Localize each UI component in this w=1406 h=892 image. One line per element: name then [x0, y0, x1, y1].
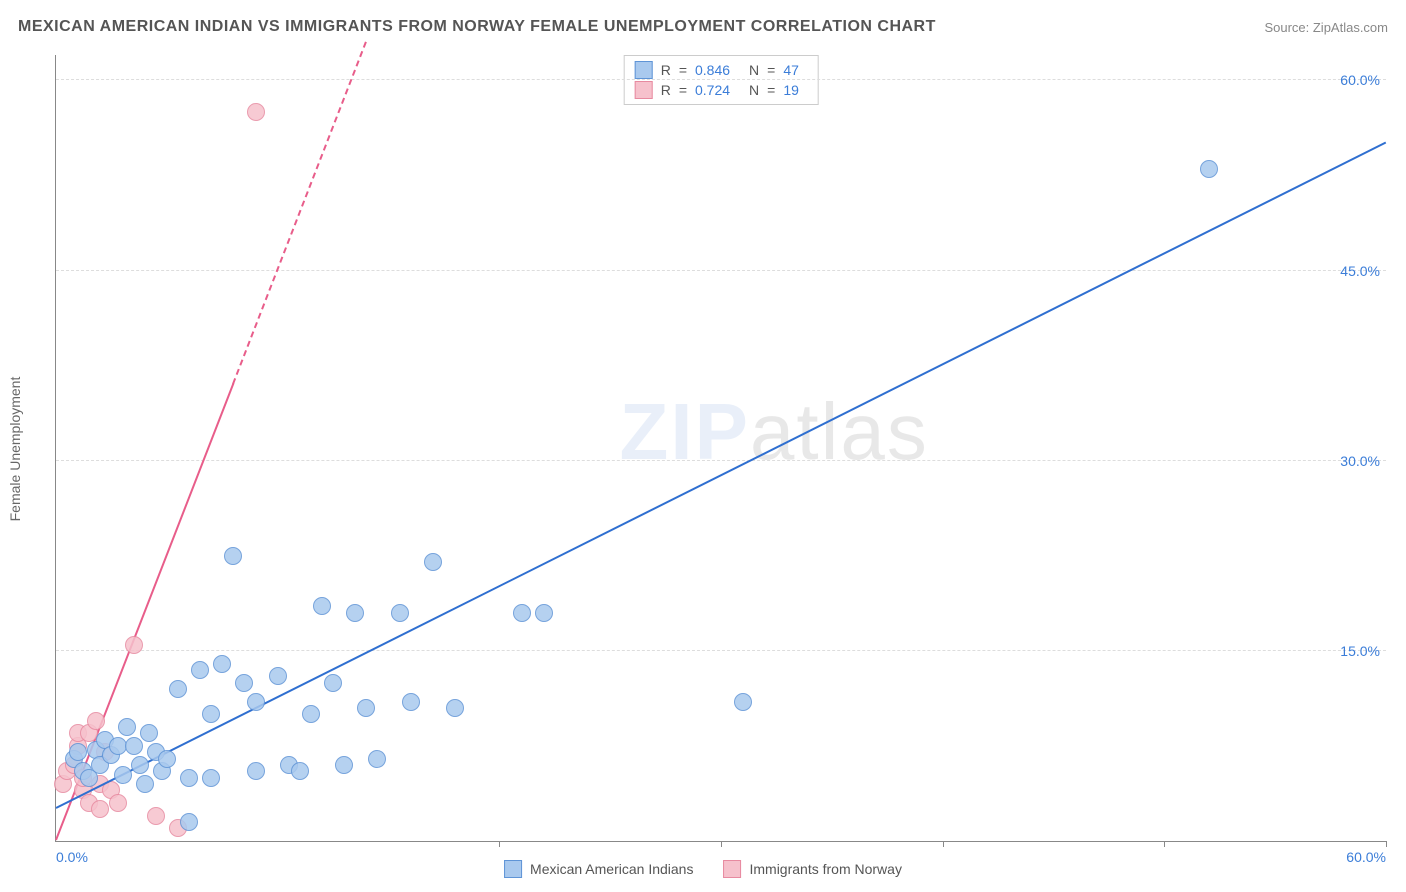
data-point [535, 604, 553, 622]
data-point [357, 699, 375, 717]
grid-line [56, 650, 1386, 651]
data-point [247, 103, 265, 121]
series-legend: Mexican American Indians Immigrants from … [504, 860, 902, 878]
n-value: 47 [783, 62, 807, 78]
data-point [335, 756, 353, 774]
r-value: 0.724 [695, 82, 741, 98]
data-point [424, 553, 442, 571]
data-point [247, 693, 265, 711]
data-point [202, 705, 220, 723]
data-point [213, 655, 231, 673]
eq: = [679, 82, 687, 98]
data-point [136, 775, 154, 793]
data-point [291, 762, 309, 780]
watermark-atlas: atlas [750, 387, 929, 476]
data-point [202, 769, 220, 787]
watermark: ZIPatlas [619, 386, 928, 478]
data-point [235, 674, 253, 692]
data-point [224, 547, 242, 565]
data-point [125, 737, 143, 755]
grid-line [56, 460, 1386, 461]
trend-line [232, 41, 367, 384]
data-point [180, 769, 198, 787]
data-point [69, 743, 87, 761]
data-point [513, 604, 531, 622]
x-tick-mark [1386, 841, 1387, 847]
watermark-zip: ZIP [619, 387, 749, 476]
legend-swatch [635, 61, 653, 79]
x-tick-mark [721, 841, 722, 847]
data-point [131, 756, 149, 774]
data-point [191, 661, 209, 679]
data-point [368, 750, 386, 768]
data-point [247, 762, 265, 780]
stats-legend-row: R = 0.724 N = 19 [635, 80, 808, 100]
data-point [346, 604, 364, 622]
legend-item: Mexican American Indians [504, 860, 693, 878]
stats-legend-row: R = 0.846 N = 47 [635, 60, 808, 80]
data-point [91, 800, 109, 818]
chart-area: Female Unemployment ZIPatlas R=0.846N=47… [55, 55, 1386, 842]
legend-swatch [723, 860, 741, 878]
data-point [1200, 160, 1218, 178]
data-point [302, 705, 320, 723]
chart-title: MEXICAN AMERICAN INDIAN VS IMMIGRANTS FR… [18, 18, 936, 36]
eq: = [679, 62, 687, 78]
y-tick-label: 30.0% [1340, 453, 1380, 469]
data-point [734, 693, 752, 711]
n-value: 19 [783, 82, 807, 98]
legend-label: Immigrants from Norway [749, 861, 901, 877]
data-point [125, 636, 143, 654]
x-tick-mark [943, 841, 944, 847]
data-point [391, 604, 409, 622]
data-point [446, 699, 464, 717]
data-point [169, 680, 187, 698]
x-tick-label: 60.0% [1346, 849, 1386, 865]
data-point [269, 667, 287, 685]
legend-swatch [635, 81, 653, 99]
eq: = [767, 82, 775, 98]
plot-region: ZIPatlas R = 0.846 N = 47 R = 0.724 N = 19 15.0% 30.… [55, 55, 1386, 842]
data-point [87, 712, 105, 730]
data-point [109, 794, 127, 812]
data-point [147, 807, 165, 825]
y-tick-label: 45.0% [1340, 263, 1380, 279]
eq: = [767, 62, 775, 78]
source-prefix: Source: [1264, 20, 1312, 35]
y-tick-label: 60.0% [1340, 72, 1380, 88]
r-label: R [661, 62, 671, 78]
x-tick-label: 0.0% [56, 849, 88, 865]
data-point [402, 693, 420, 711]
legend-label: Mexican American Indians [530, 861, 693, 877]
grid-line [56, 270, 1386, 271]
source-attribution: Source: ZipAtlas.com [1264, 20, 1388, 35]
x-tick-mark [499, 841, 500, 847]
r-label: R [661, 82, 671, 98]
y-axis-title: Female Unemployment [7, 376, 23, 521]
legend-item: Immigrants from Norway [723, 860, 901, 878]
data-point [114, 766, 132, 784]
grid-line [56, 79, 1386, 80]
data-point [118, 718, 136, 736]
source-link[interactable]: ZipAtlas.com [1313, 20, 1388, 35]
data-point [324, 674, 342, 692]
data-point [158, 750, 176, 768]
x-tick-mark [1164, 841, 1165, 847]
n-label: N [749, 62, 759, 78]
r-value: 0.846 [695, 62, 741, 78]
legend-swatch [504, 860, 522, 878]
data-point [313, 597, 331, 615]
data-point [180, 813, 198, 831]
y-tick-label: 15.0% [1340, 643, 1380, 659]
n-label: N [749, 82, 759, 98]
data-point [140, 724, 158, 742]
